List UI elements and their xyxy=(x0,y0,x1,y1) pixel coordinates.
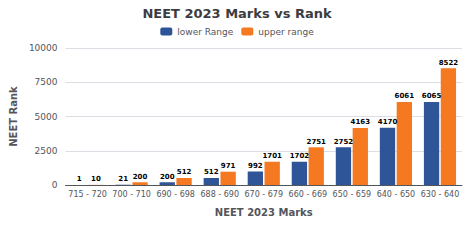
svg-text:0: 0 xyxy=(52,180,58,190)
svg-text:971: 971 xyxy=(221,162,236,170)
svg-text:1702: 1702 xyxy=(290,152,310,160)
svg-text:5000: 5000 xyxy=(35,112,58,122)
svg-text:NEET 2023 Marks: NEET 2023 Marks xyxy=(215,207,313,218)
svg-text:688 - 690: 688 - 690 xyxy=(200,190,239,199)
svg-text:512: 512 xyxy=(204,168,219,176)
svg-text:upper range: upper range xyxy=(258,27,314,37)
svg-text:NEET Rank: NEET Rank xyxy=(8,86,19,147)
svg-text:200: 200 xyxy=(160,173,175,181)
svg-text:992: 992 xyxy=(248,162,263,170)
svg-text:512: 512 xyxy=(177,168,192,176)
svg-text:715 - 720: 715 - 720 xyxy=(68,190,107,199)
svg-text:4163: 4163 xyxy=(351,118,371,126)
svg-text:10000: 10000 xyxy=(29,43,58,53)
svg-text:700 - 710: 700 - 710 xyxy=(112,190,151,199)
svg-text:660 - 669: 660 - 669 xyxy=(289,190,328,199)
svg-text:6065: 6065 xyxy=(422,92,442,100)
svg-text:1701: 1701 xyxy=(262,152,282,160)
svg-text:4170: 4170 xyxy=(378,118,398,126)
svg-text:8522: 8522 xyxy=(439,59,459,67)
svg-text:630 - 640: 630 - 640 xyxy=(421,190,460,199)
svg-text:NEET 2023 Marks vs Rank: NEET 2023 Marks vs Rank xyxy=(142,6,332,21)
svg-text:670 - 679: 670 - 679 xyxy=(245,190,284,199)
svg-text:650 - 659: 650 - 659 xyxy=(333,190,372,199)
svg-text:2751: 2751 xyxy=(306,138,326,146)
svg-text:2752: 2752 xyxy=(334,138,354,146)
svg-text:1: 1 xyxy=(77,175,82,183)
svg-text:2500: 2500 xyxy=(35,146,58,156)
svg-text:lower Range: lower Range xyxy=(177,27,233,37)
svg-text:7500: 7500 xyxy=(35,77,58,87)
svg-text:21: 21 xyxy=(118,175,128,183)
svg-text:640 - 650: 640 - 650 xyxy=(377,190,416,199)
svg-text:6061: 6061 xyxy=(395,92,415,100)
svg-text:200: 200 xyxy=(133,173,148,181)
svg-text:690 - 698: 690 - 698 xyxy=(156,190,195,199)
svg-text:10: 10 xyxy=(91,175,101,183)
